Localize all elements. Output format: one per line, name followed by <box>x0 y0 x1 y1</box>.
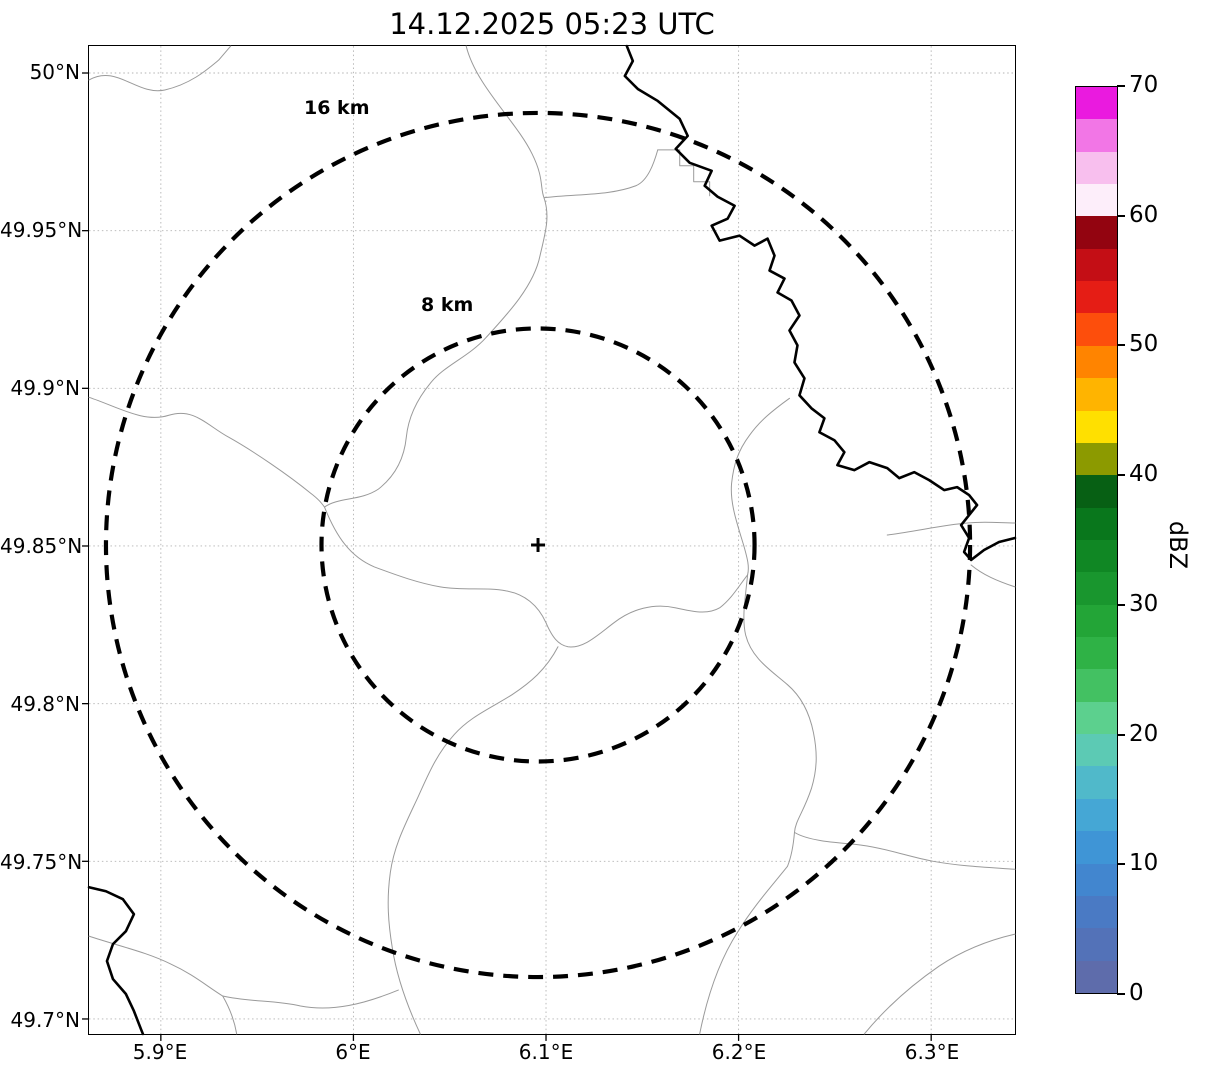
axis-ticks <box>82 72 932 1041</box>
x-tick-label: 6.1°E <box>518 1040 574 1064</box>
colorbar-tick <box>1117 344 1125 346</box>
colorbar-tick <box>1117 215 1125 217</box>
colorbar-tick-label: 20 <box>1129 721 1159 747</box>
colorbar-segment <box>1076 475 1117 508</box>
colorbar-segment <box>1076 637 1117 670</box>
colorbar-tick <box>1117 604 1125 606</box>
x-tick-label: 6°E <box>335 1040 371 1064</box>
admin-boundary <box>657 149 711 197</box>
y-tick-label: 49.9°N <box>10 376 81 400</box>
colorbar-tick <box>1117 993 1125 995</box>
admin-boundary <box>323 45 548 508</box>
admin-boundary <box>886 521 1016 536</box>
colorbar-tick-label: 30 <box>1129 591 1159 617</box>
colorbar-segment <box>1076 701 1117 735</box>
colorbar-tick <box>1117 474 1125 476</box>
admin-boundary <box>543 149 659 199</box>
colorbar-segment <box>1076 345 1117 379</box>
colorbar-segment <box>1076 669 1117 702</box>
y-tick-label: 49.7°N <box>10 1008 81 1032</box>
national-border <box>87 44 1017 1036</box>
ring-label-8km: 8 km <box>421 294 474 316</box>
colorbar-segment <box>1076 313 1117 346</box>
admin-boundary <box>222 989 399 1009</box>
colorbar-tick-label: 60 <box>1129 202 1159 228</box>
admin-boundary <box>88 45 232 92</box>
admin-boundaries <box>88 45 1016 1035</box>
map-canvas <box>82 44 1017 1041</box>
colorbar-segment <box>1076 895 1117 929</box>
colorbar-segment <box>1076 604 1117 638</box>
x-tick-label: 6.3°E <box>904 1040 960 1064</box>
admin-boundary <box>88 396 325 508</box>
colorbar-tick-label: 50 <box>1129 331 1159 357</box>
x-tick-label: 5.9°E <box>132 1040 188 1064</box>
admin-boundary <box>387 646 559 1035</box>
colorbar-segment <box>1076 798 1117 832</box>
colorbar-tick <box>1117 863 1125 865</box>
ring-label-16km: 16 km <box>304 97 370 119</box>
figure-title: 14.12.2025 05:23 UTC <box>389 7 715 41</box>
colorbar-segment <box>1076 766 1117 799</box>
y-tick-label: 49.95°N <box>0 218 83 242</box>
y-tick-label: 49.75°N <box>0 850 83 874</box>
colorbar-segment <box>1076 442 1117 476</box>
colorbar-segment <box>1076 831 1117 864</box>
admin-boundary <box>323 506 749 648</box>
colorbar-segment <box>1076 863 1117 896</box>
colorbar-segment <box>1076 539 1117 573</box>
admin-boundary <box>730 397 790 576</box>
colorbar-gradient <box>1075 86 1118 994</box>
colorbar-segment <box>1076 151 1117 185</box>
colorbar-tick <box>1117 85 1125 87</box>
colorbar-segment <box>1076 507 1117 540</box>
y-tick-label: 50°N <box>29 60 80 84</box>
colorbar-segment <box>1076 960 1117 993</box>
colorbar-segment <box>1076 378 1117 411</box>
x-tick-label: 6.2°E <box>711 1040 767 1064</box>
y-tick-label: 49.85°N <box>0 534 83 558</box>
admin-boundary <box>699 831 795 1035</box>
colorbar-segment <box>1076 734 1117 767</box>
admin-boundary <box>88 935 238 1035</box>
admin-boundary <box>863 933 1016 1035</box>
admin-boundary <box>743 574 1016 870</box>
colorbar-segment <box>1076 119 1117 152</box>
range-ring-8km <box>319 326 757 764</box>
national-border-southwest <box>87 885 145 1036</box>
colorbar-unit-label: dBZ <box>1164 520 1192 570</box>
colorbar-tick-label: 40 <box>1129 461 1159 487</box>
colorbar-segment <box>1076 928 1117 961</box>
y-tick-label: 49.8°N <box>10 692 81 716</box>
colorbar-segment <box>1076 281 1117 314</box>
colorbar-tick-label: 0 <box>1129 980 1144 1006</box>
map-plot: 16 km 8 km <box>82 44 1017 1041</box>
colorbar-segment <box>1076 184 1117 217</box>
colorbar-segment <box>1076 216 1117 249</box>
colorbar-segment <box>1076 572 1117 605</box>
national-border-river <box>623 44 1017 562</box>
colorbar-segment <box>1076 86 1117 120</box>
colorbar-tick <box>1117 734 1125 736</box>
graticule-grid <box>89 46 1015 1034</box>
colorbar-segment <box>1076 410 1117 443</box>
radar-site-marker <box>531 538 546 552</box>
colorbar-tick-label: 70 <box>1129 72 1159 98</box>
colorbar-tick-label: 10 <box>1129 850 1159 876</box>
colorbar-segment <box>1076 248 1117 282</box>
admin-boundary <box>970 564 1016 588</box>
